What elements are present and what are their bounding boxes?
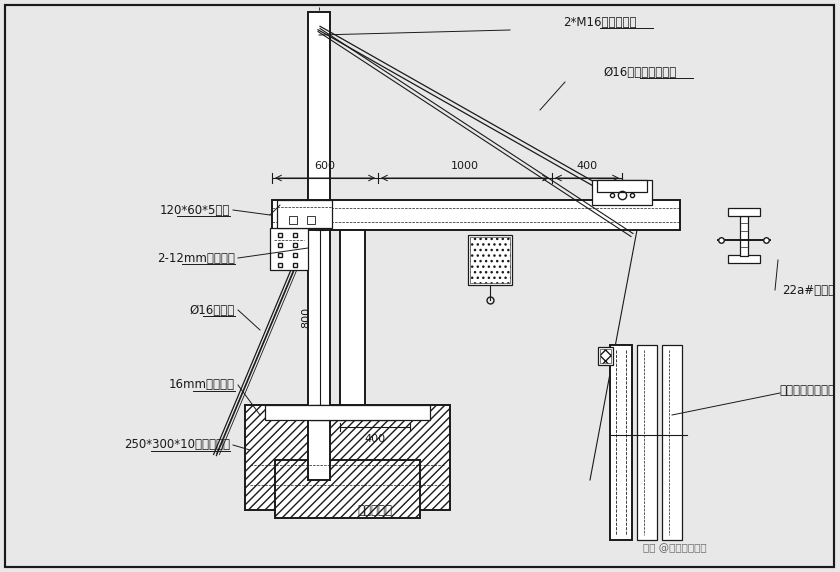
Bar (289, 216, 297, 224)
Text: 2*M16碳钢螺栓组: 2*M16碳钢螺栓组 (564, 15, 637, 29)
Bar (245, 405, 450, 510)
Text: Ø16钢丝绳: Ø16钢丝绳 (190, 304, 235, 316)
Bar (637, 345, 657, 540)
Text: 16mm厚钢耳板: 16mm厚钢耳板 (169, 379, 235, 391)
Bar (470, 237, 510, 283)
Text: 玻璃幕墙单元块体: 玻璃幕墙单元块体 (779, 383, 835, 396)
Bar (598, 347, 613, 365)
Text: Ø16二次防护钢丝绳: Ø16二次防护钢丝绳 (603, 66, 677, 78)
Bar (728, 208, 760, 216)
Bar (662, 345, 682, 540)
Text: 22a#工字钢: 22a#工字钢 (782, 284, 835, 296)
Bar (597, 180, 647, 192)
Bar (728, 255, 760, 263)
Bar (610, 345, 632, 540)
Text: 屋面构架梁: 屋面构架梁 (358, 503, 392, 517)
Bar (265, 405, 430, 420)
Bar (275, 460, 420, 518)
Text: 400: 400 (576, 161, 597, 171)
Bar (272, 200, 680, 230)
Bar (310, 405, 395, 420)
Bar (600, 349, 611, 363)
Bar (277, 200, 332, 228)
Text: 1000: 1000 (451, 161, 479, 171)
Text: 400: 400 (365, 434, 386, 444)
Text: 250*300*10平板预埋件: 250*300*10平板预埋件 (124, 439, 230, 451)
Bar (468, 235, 512, 285)
Bar (592, 180, 652, 205)
Bar (307, 216, 315, 224)
Text: 2-12mm厚钢耳板: 2-12mm厚钢耳板 (157, 252, 235, 264)
Bar (270, 228, 308, 270)
Text: 头条 @工程造价协会: 头条 @工程造价协会 (643, 543, 706, 553)
Bar (740, 216, 748, 256)
Bar (308, 12, 330, 480)
Text: 600: 600 (314, 161, 335, 171)
Text: 800: 800 (301, 307, 311, 328)
Text: 120*60*5钢通: 120*60*5钢通 (160, 204, 230, 216)
Bar (340, 230, 365, 405)
